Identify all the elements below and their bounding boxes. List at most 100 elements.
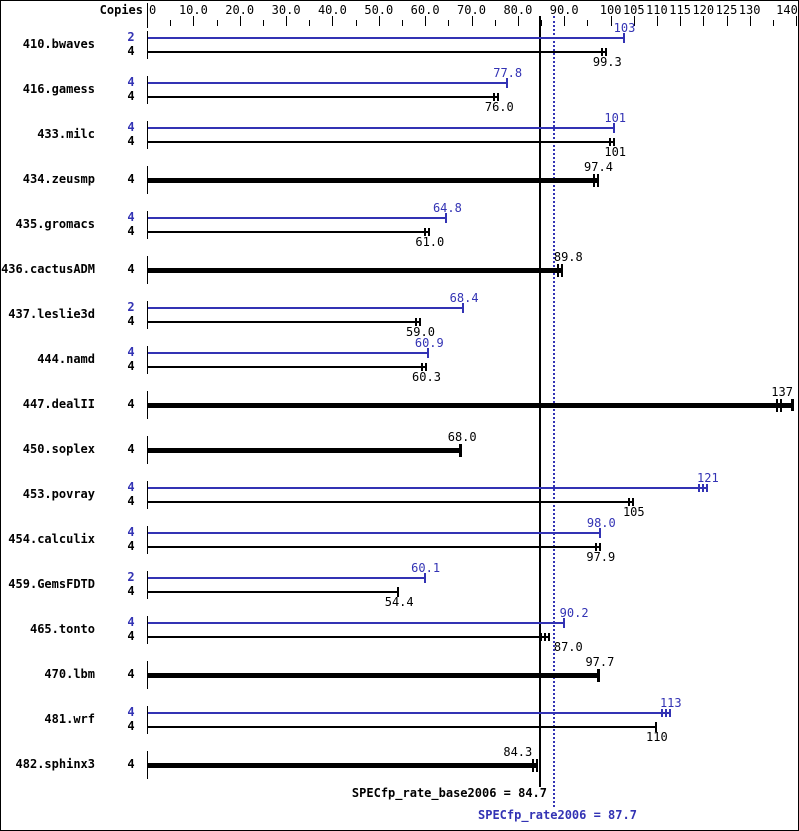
x-axis-tick-label: 125 — [715, 3, 738, 17]
bar-run-tick — [497, 93, 500, 101]
benchmark-label: 482.sphinx3 — [15, 757, 95, 771]
bar-run-tick — [601, 48, 604, 56]
bar-end-cap — [445, 213, 448, 223]
x-axis-major-tick — [703, 16, 705, 26]
benchmark-axis-segment — [147, 661, 148, 689]
benchmark-label: 465.tonto — [29, 622, 95, 636]
bar-base — [148, 591, 400, 593]
bar-base — [148, 51, 608, 53]
bar-end-cap — [613, 123, 616, 133]
bar-value-label: 89.8 — [553, 250, 583, 264]
x-axis-major-tick — [680, 16, 682, 26]
copies-value: 4 — [127, 314, 135, 328]
copies-value: 2 — [127, 300, 135, 314]
bar-end-cap — [462, 303, 465, 313]
bar-value-label: 60.9 — [414, 336, 444, 350]
benchmark-label: 434.zeusmp — [22, 172, 95, 186]
x-axis-minor-tick — [309, 20, 311, 26]
x-axis-tick-label: 90.0 — [549, 3, 579, 17]
bar-end-cap — [563, 618, 566, 628]
copies-value: 4 — [127, 705, 135, 719]
bar-peak — [148, 82, 508, 84]
benchmark-axis-segment — [147, 76, 148, 104]
base-summary-text: SPECfp_rate_base2006 = 84.7 — [351, 786, 547, 800]
base-average-line — [538, 16, 541, 787]
bar-value-label: 84.3 — [503, 745, 533, 759]
x-axis-minor-tick — [772, 20, 774, 26]
x-axis-minor-tick — [402, 20, 403, 26]
bar-value-label: 64.8 — [432, 201, 462, 215]
x-axis-major-tick — [332, 16, 334, 26]
bar-value-label: 87.0 — [553, 640, 583, 654]
benchmark-axis-segment — [147, 436, 148, 464]
copies-value: 4 — [127, 262, 135, 276]
bar-run-tick — [664, 709, 667, 717]
bar-value-label: 97.9 — [586, 550, 616, 564]
bar-run-tick — [427, 228, 430, 236]
bar-run-tick — [631, 498, 634, 506]
bar-base — [148, 673, 600, 678]
copies-value: 4 — [127, 615, 135, 629]
bar-value-label: 97.4 — [584, 160, 613, 174]
x-axis-major-tick — [656, 16, 658, 26]
x-axis-major-tick — [564, 16, 566, 26]
bar-peak — [148, 307, 465, 309]
bar-peak — [148, 487, 708, 489]
x-axis-minor-tick — [355, 20, 357, 26]
copies-value: 4 — [127, 667, 135, 681]
x-axis-major-tick — [378, 16, 380, 26]
bar-value-label: 60.3 — [412, 370, 441, 384]
bar-value-label: 105 — [622, 505, 645, 519]
bar-end-cap — [622, 33, 625, 43]
bar-run-tick — [592, 174, 595, 187]
benchmark-axis-segment — [147, 571, 148, 599]
x-axis-tick-label: 20.0 — [225, 3, 255, 17]
benchmark-axis-segment — [147, 391, 148, 419]
benchmark-axis-segment — [147, 526, 148, 554]
bar-run-tick — [531, 759, 534, 772]
copies-value: 4 — [127, 134, 135, 148]
benchmark-label: 459.GemsFDTD — [8, 577, 95, 591]
benchmark-axis-segment — [147, 31, 148, 59]
x-axis-minor-tick — [541, 20, 542, 26]
copies-value: 4 — [127, 480, 135, 494]
bar-base — [148, 763, 538, 768]
x-axis-tick-label: 130 — [738, 3, 761, 17]
x-axis-major-tick — [633, 16, 635, 26]
bar-run-tick — [613, 138, 616, 146]
bar-run-tick — [660, 709, 663, 717]
bar-peak — [148, 37, 625, 39]
x-axis-major-tick — [749, 16, 751, 26]
copies-value: 2 — [127, 30, 135, 44]
bar-value-label: 113 — [659, 696, 682, 710]
bar-value-label: 77.8 — [493, 66, 523, 80]
x-axis-minor-tick — [262, 20, 264, 26]
bar-end-cap — [423, 573, 426, 583]
copies-value: 4 — [127, 359, 135, 373]
bar-base — [148, 636, 551, 638]
bar-run-tick — [780, 399, 783, 412]
bar-end-cap — [596, 669, 600, 682]
copies-value: 4 — [127, 397, 135, 411]
benchmark-axis-segment — [147, 481, 148, 509]
bar-value-label: 76.0 — [484, 100, 514, 114]
bar-value-label: 54.4 — [384, 595, 414, 609]
bar-run-tick — [697, 484, 700, 492]
bar-end-cap — [654, 722, 657, 732]
x-axis-tick-label: 10.0 — [178, 3, 208, 17]
benchmark-axis-segment — [147, 166, 148, 194]
benchmark-axis-segment — [147, 301, 148, 329]
x-axis-tick-label: 80.0 — [503, 3, 533, 17]
bar-run-tick — [423, 228, 426, 236]
copies-value: 4 — [127, 584, 135, 598]
bar-base — [148, 231, 430, 233]
bar-base — [148, 403, 794, 408]
copies-value: 4 — [127, 757, 135, 771]
bar-value-label: 101 — [604, 145, 627, 159]
copies-value: 4 — [127, 172, 135, 186]
bar-base — [148, 141, 616, 143]
bar-value-label: 61.0 — [415, 235, 445, 249]
bar-value-label: 121 — [697, 471, 719, 485]
x-axis-minor-tick — [494, 20, 496, 26]
